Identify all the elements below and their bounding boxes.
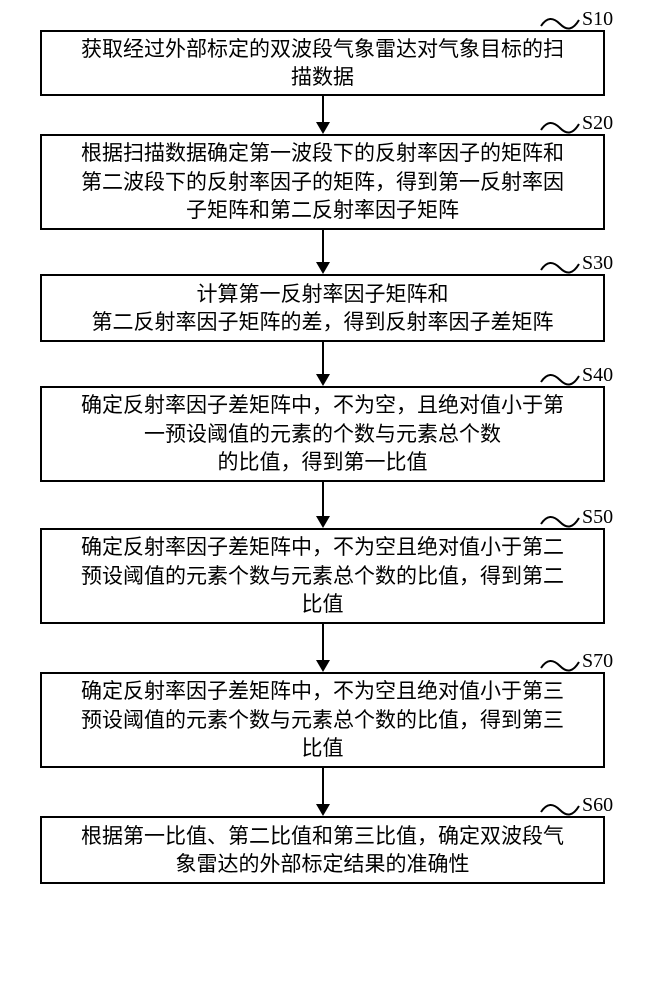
arrow-line — [322, 230, 324, 262]
step-text-line: 一预设阈值的元素的个数与元素总个数 — [144, 422, 501, 446]
arrow-head-icon — [316, 804, 330, 816]
step-text-line: 预设阈值的元素个数与元素总个数的比值，得到第二 — [81, 564, 564, 588]
flow-step-s20: 根据扫描数据确定第一波段下的反射率因子的矩阵和第二波段下的反射率因子的矩阵，得到… — [40, 134, 605, 230]
flow-step-s50: 确定反射率因子差矩阵中，不为空且绝对值小于第二预设阈值的元素个数与元素总个数的比… — [40, 528, 605, 624]
squiggle-icon — [540, 514, 580, 528]
arrow-line — [322, 342, 324, 374]
step-text-line: 子矩阵和第二反射率因子矩阵 — [186, 198, 459, 222]
step-text-line: 计算第一反射率因子矩阵和 — [197, 282, 449, 306]
step-text-line: 确定反射率因子差矩阵中，不为空且绝对值小于第三 — [81, 679, 564, 703]
arrow-line — [322, 768, 324, 804]
step-label-s20: S20 — [582, 112, 613, 135]
step-label-s50: S50 — [582, 506, 613, 529]
step-text-line: 确定反射率因子差矩阵中，不为空，且绝对值小于第 — [81, 393, 564, 417]
arrow-head-icon — [316, 262, 330, 274]
arrow-line — [322, 482, 324, 516]
squiggle-icon — [540, 372, 580, 386]
arrow-line — [322, 96, 324, 122]
arrow-line — [322, 624, 324, 660]
step-label-s40: S40 — [582, 364, 613, 387]
flow-step-s70: 确定反射率因子差矩阵中，不为空且绝对值小于第三预设阈值的元素个数与元素总个数的比… — [40, 672, 605, 768]
step-text-line: 根据第一比值、第二比值和第三比值，确定双波段气 — [81, 824, 564, 848]
step-text-line: 第二反射率因子矩阵的差，得到反射率因子差矩阵 — [92, 310, 554, 334]
arrow-head-icon — [316, 516, 330, 528]
step-text-line: 描数据 — [291, 65, 354, 89]
squiggle-icon — [540, 658, 580, 672]
step-text-line: 预设阈值的元素个数与元素总个数的比值，得到第三 — [81, 708, 564, 732]
flow-step-s10: 获取经过外部标定的双波段气象雷达对气象目标的扫描数据 — [40, 30, 605, 96]
flow-step-s30: 计算第一反射率因子矩阵和第二反射率因子矩阵的差，得到反射率因子差矩阵 — [40, 274, 605, 342]
step-text-line: 获取经过外部标定的双波段气象雷达对气象目标的扫 — [81, 37, 564, 61]
step-text-line: 比值 — [302, 592, 344, 616]
step-label-s30: S30 — [582, 252, 613, 275]
squiggle-icon — [540, 120, 580, 134]
step-text-line: 第二波段下的反射率因子的矩阵，得到第一反射率因 — [81, 170, 564, 194]
flow-step-s40: 确定反射率因子差矩阵中，不为空，且绝对值小于第一预设阈值的元素的个数与元素总个数… — [40, 386, 605, 482]
step-text-line: 象雷达的外部标定结果的准确性 — [176, 852, 470, 876]
squiggle-icon — [540, 260, 580, 274]
step-label-s60: S60 — [582, 794, 613, 817]
step-label-s70: S70 — [582, 650, 613, 673]
arrow-head-icon — [316, 374, 330, 386]
step-text-line: 根据扫描数据确定第一波段下的反射率因子的矩阵和 — [81, 141, 564, 165]
step-text-line: 的比值，得到第一比值 — [218, 450, 428, 474]
arrow-head-icon — [316, 660, 330, 672]
flow-step-s60: 根据第一比值、第二比值和第三比值，确定双波段气象雷达的外部标定结果的准确性 — [40, 816, 605, 884]
step-text-line: 确定反射率因子差矩阵中，不为空且绝对值小于第二 — [81, 535, 564, 559]
step-label-s10: S10 — [582, 8, 613, 31]
arrow-head-icon — [316, 122, 330, 134]
squiggle-icon — [540, 802, 580, 816]
squiggle-icon — [540, 16, 580, 30]
step-text-line: 比值 — [302, 736, 344, 760]
